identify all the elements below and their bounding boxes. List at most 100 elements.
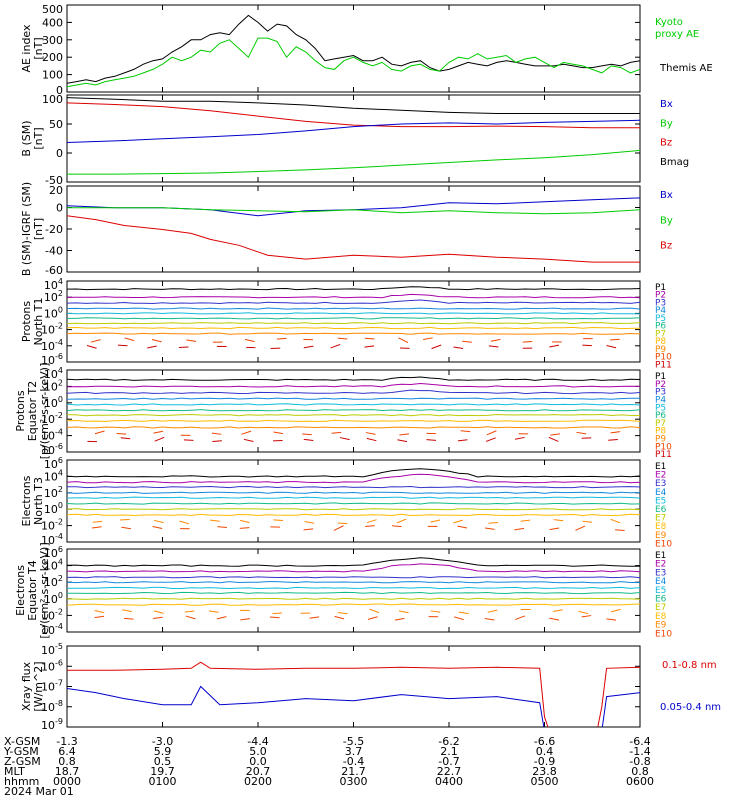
y-tick-label: 102 [44,378,63,393]
channel-line-e9 [610,518,621,524]
channel-line-e10 [239,527,250,529]
x-tick-label: -1.3 [56,735,77,748]
legend-label: E6 [655,505,667,515]
legend-label: P7 [655,329,666,339]
x-tick-label: 20.7 [246,765,271,778]
panel-xray: 10-510-6 10-7 10-8 10-9 Xray flux [W/m^2] 0.1-… [20,642,721,732]
y-tick-label: 100 [44,591,63,606]
y-tick-label: 104 [44,277,63,292]
channel-line-e9 [369,608,380,614]
legend-label: E5 [655,496,666,506]
x-tick-label: 0.0 [249,755,267,768]
legend-label: E10 [655,629,672,639]
channel-line-p2 [67,293,640,299]
legend-label: E4 [655,488,667,498]
y-tick-label: 10-5 [41,642,63,657]
channel-line-e9 [430,519,441,523]
legend-label: E2 [655,560,666,570]
channel-line-p4 [67,307,640,310]
channel-line-e10 [367,616,378,620]
channel-line-p11 [117,344,128,347]
channel-line-p11 [488,345,499,348]
x-tick-label: -6.2 [438,735,459,748]
legend-label: Bx [660,99,673,110]
channel-line-p10 [490,338,501,342]
x-tick-label: 3.7 [345,745,363,758]
x-tick-label: 0300 [340,775,368,788]
legend-label: Bx [660,190,673,201]
y-tick-label: 106 [44,545,63,560]
channel-line-p10 [124,337,135,342]
y-tick-label: 0 [56,147,63,160]
series-line-kyoto-proxy-ae [67,37,640,88]
legend-label: E7 [655,514,666,524]
channel-line-p10 [398,337,409,343]
channel-line-e8 [67,513,640,517]
channel-line-e10 [581,615,592,618]
channel-line-p11 [426,439,437,441]
legend-label: E10 [655,539,672,549]
channel-line-e6 [67,502,640,505]
channel-line-p10 [337,337,348,340]
y-tick-label: 100 [42,69,63,82]
channel-line-e9 [153,519,164,524]
channel-line-e9 [179,520,190,525]
channel-line-p11 [183,439,194,441]
y-tick-label: -20 [45,223,63,236]
y-axis-label: [nT] [32,127,45,149]
y-axis-label: Protons [20,301,33,342]
y-tick-label: 100 [44,305,63,320]
channel-line-e10 [216,616,227,620]
channel-line-p2 [67,382,640,388]
y-tick-label: 10-4 [41,428,63,443]
x-tick-label: 22.7 [437,765,462,778]
x-tick-label: -0.7 [438,755,459,768]
channel-line-p10 [302,433,312,436]
channel-line-e9 [122,609,132,613]
channel-line-p11 [154,436,165,442]
channel-line-e10 [334,615,345,620]
channel-line-p10 [276,337,287,340]
channel-line-e10 [484,527,495,530]
channel-line-p11 [147,345,157,349]
y-tick-label: 10-2 [41,518,63,533]
legend-label: Bmag [660,157,689,168]
legend-label: P6 [655,322,666,332]
channel-line-e10 [484,617,495,621]
x-tick-label: 0400 [435,775,463,788]
y-tick-label: 10-2 [41,322,63,337]
channel-line-e9 [208,610,219,613]
legend-label: Kyoto [655,17,683,28]
channel-line-p11 [606,344,617,349]
x-axis-footer: X-GSM -1.3 -3.0 -4.4 -5.5 -6.2 -6.6 -6.4 Y-GSM 6.… [3,735,654,798]
y-axis-label: [nT] [32,218,45,240]
y-axis-label: [nT] [32,37,45,59]
y-tick-label: 10-2 [41,607,63,622]
y-tick-label: 400 [42,16,63,29]
channel-line-p11 [514,436,525,440]
channel-line-e6 [67,591,640,595]
channel-line-p11 [120,437,131,440]
channel-line-p10 [211,432,222,435]
channel-line-e10 [392,525,402,528]
series-line-bz [67,215,640,263]
channel-line-p11 [212,440,222,443]
legend-label: P6 [655,411,666,421]
channel-line-e9 [398,610,409,614]
y-tick-label: 0 [56,202,63,215]
x-row-label: Z-GSM [4,755,41,768]
y-tick-label: 10-4 [41,622,63,637]
legend-label: P9 [655,435,666,445]
channel-line-e10 [457,525,468,529]
y-tick-label: 102 [44,574,63,589]
x-tick-label: 0500 [531,775,559,788]
channel-line-e9 [239,519,250,523]
y-tick-label: 100 [44,501,63,516]
x-tick-label: 23.8 [532,765,557,778]
series-line-by [67,207,640,215]
channel-line-p11 [86,344,97,349]
legend-label: E9 [655,531,667,541]
channel-line-p10 [365,432,376,435]
